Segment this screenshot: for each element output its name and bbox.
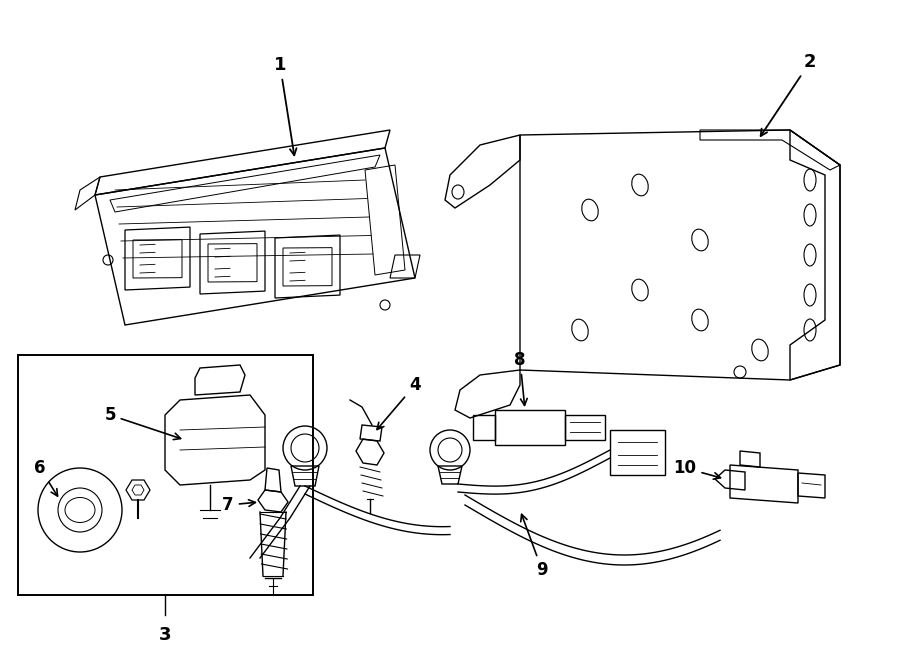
Text: 9: 9	[521, 514, 548, 579]
Text: 2: 2	[760, 53, 816, 136]
Text: 8: 8	[514, 351, 527, 405]
Text: 6: 6	[34, 459, 58, 496]
Text: 4: 4	[377, 376, 421, 430]
Text: 7: 7	[222, 496, 256, 514]
Text: 5: 5	[104, 406, 181, 440]
Text: 1: 1	[274, 56, 296, 155]
Text: 10: 10	[673, 459, 721, 479]
Bar	[18, 355, 313, 595]
Text: 3: 3	[158, 626, 171, 644]
